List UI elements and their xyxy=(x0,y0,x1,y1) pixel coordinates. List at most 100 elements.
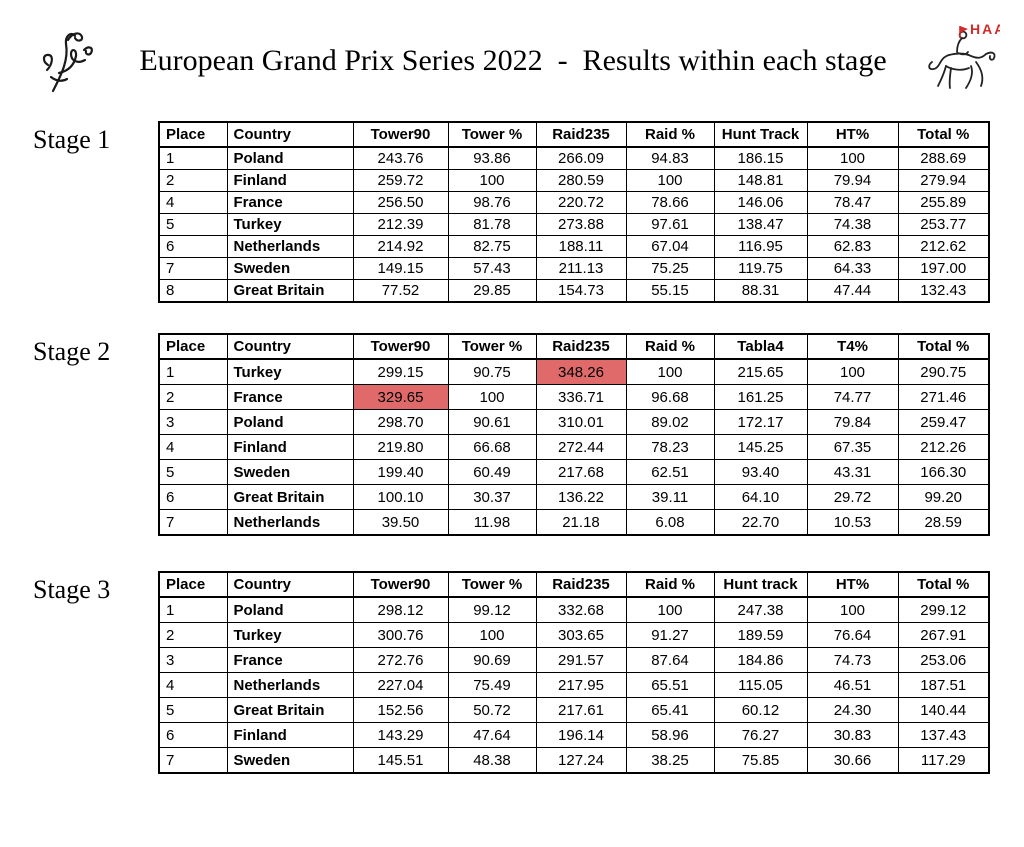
value-cell: 212.39 xyxy=(352,213,449,236)
value-cell: 211.13 xyxy=(535,257,627,280)
column-header-tower90: Tower90 xyxy=(352,121,449,148)
column-header-ht: HT% xyxy=(806,121,899,148)
value-cell: 30.37 xyxy=(447,484,537,510)
table-row: 7 Sweden 145.51 48.38 127.24 38.25 75.85 30.66 1… xyxy=(158,747,990,774)
value-cell: 115.05 xyxy=(713,672,808,698)
country-cell: France xyxy=(226,384,354,410)
place-cell: 7 xyxy=(158,257,228,280)
table-row: 1 Poland 298.12 99.12 332.68 100 247.38 100 299.… xyxy=(158,596,990,623)
value-cell: 64.33 xyxy=(806,257,899,280)
value-cell: 58.96 xyxy=(625,722,715,748)
haa-logo-text: HAA xyxy=(970,22,1000,37)
country-cell: Turkey xyxy=(226,213,354,236)
value-cell: 22.70 xyxy=(713,509,808,536)
value-cell: 47.44 xyxy=(806,279,899,303)
value-cell: 196.14 xyxy=(535,722,627,748)
table-row: 3 France 272.76 90.69 291.57 87.64 184.86 74.73… xyxy=(158,647,990,673)
column-header-raid: Raid % xyxy=(625,333,715,360)
stage-3-results-table: Place Country Tower90 Tower % Raid235 Raid % H… xyxy=(158,571,990,774)
value-cell: 290.75 xyxy=(897,358,990,385)
value-cell: 140.44 xyxy=(897,697,990,723)
value-cell: 74.73 xyxy=(806,647,899,673)
value-cell: 146.06 xyxy=(713,191,808,214)
country-cell: Great Britain xyxy=(226,484,354,510)
value-cell: 79.94 xyxy=(806,169,899,192)
value-cell: 74.38 xyxy=(806,213,899,236)
country-cell: Finland xyxy=(226,169,354,192)
value-cell: 81.78 xyxy=(447,213,537,236)
value-cell: 94.83 xyxy=(625,146,715,170)
value-cell: 214.92 xyxy=(352,235,449,258)
value-cell: 76.27 xyxy=(713,722,808,748)
value-cell: 43.31 xyxy=(806,459,899,485)
value-cell: 197.00 xyxy=(897,257,990,280)
value-cell: 138.47 xyxy=(713,213,808,236)
table-row: 4 France 256.50 98.76 220.72 78.66 146.06 78.47… xyxy=(158,191,990,214)
value-cell: 38.25 xyxy=(625,747,715,774)
place-cell: 2 xyxy=(158,384,228,410)
value-cell: 189.59 xyxy=(713,622,808,648)
value-cell: 76.64 xyxy=(806,622,899,648)
column-header-place: Place xyxy=(158,333,228,360)
value-cell: 100.10 xyxy=(352,484,449,510)
country-cell: Poland xyxy=(226,596,354,623)
value-cell: 266.09 xyxy=(535,146,627,170)
country-cell: Finland xyxy=(226,434,354,460)
country-cell: Turkey xyxy=(226,622,354,648)
table-row: 2 France 329.65 100 336.71 96.68 161.25 74.77 27… xyxy=(158,384,990,410)
value-cell: 212.26 xyxy=(897,434,990,460)
table-row: 7 Netherlands 39.50 11.98 21.18 6.08 22.70 10.5… xyxy=(158,509,990,536)
place-cell: 8 xyxy=(158,279,228,303)
value-cell: 280.59 xyxy=(535,169,627,192)
value-cell: 299.12 xyxy=(897,596,990,623)
value-cell: 65.41 xyxy=(625,697,715,723)
value-cell: 161.25 xyxy=(713,384,808,410)
value-cell: 29.72 xyxy=(806,484,899,510)
place-cell: 3 xyxy=(158,409,228,435)
column-header-raid: Raid % xyxy=(625,571,715,598)
value-cell: 243.76 xyxy=(352,146,449,170)
right-horse-logo: HAA xyxy=(924,21,1004,100)
value-cell: 100 xyxy=(625,169,715,192)
country-cell: Sweden xyxy=(226,747,354,774)
value-cell: 90.75 xyxy=(447,358,537,385)
value-cell: 272.44 xyxy=(535,434,627,460)
value-cell: 299.15 xyxy=(352,358,449,385)
value-cell: 137.43 xyxy=(897,722,990,748)
value-cell: 30.83 xyxy=(806,722,899,748)
country-cell: Poland xyxy=(226,409,354,435)
place-cell: 7 xyxy=(158,747,228,774)
country-cell: Sweden xyxy=(226,459,354,485)
value-cell: 60.49 xyxy=(447,459,537,485)
value-cell: 267.91 xyxy=(897,622,990,648)
column-header-hunt-track: Hunt track xyxy=(713,571,808,598)
value-cell: 217.68 xyxy=(535,459,627,485)
place-cell: 7 xyxy=(158,509,228,536)
column-header-total: Total % xyxy=(897,333,990,360)
header-row: Place Country Tower90 Tower % Raid235 Raid % H… xyxy=(158,571,990,598)
value-cell: 227.04 xyxy=(352,672,449,698)
value-cell: 149.15 xyxy=(352,257,449,280)
header-row: Place Country Tower90 Tower % Raid235 Raid % H… xyxy=(158,121,990,148)
value-cell: 116.95 xyxy=(713,235,808,258)
stage-1-results-table: Place Country Tower90 Tower % Raid235 Raid % H… xyxy=(158,121,990,303)
column-header-total: Total % xyxy=(897,121,990,148)
value-cell: 100 xyxy=(625,596,715,623)
value-cell: 74.77 xyxy=(806,384,899,410)
value-cell: 28.59 xyxy=(897,509,990,536)
value-cell: 219.80 xyxy=(352,434,449,460)
table-row: 5 Turkey 212.39 81.78 273.88 97.61 138.47 74.38… xyxy=(158,213,990,236)
value-cell: 119.75 xyxy=(713,257,808,280)
value-cell: 184.86 xyxy=(713,647,808,673)
column-header-total: Total % xyxy=(897,571,990,598)
column-header-t4: T4% xyxy=(806,333,899,360)
value-cell: 148.81 xyxy=(713,169,808,192)
table-row: 1 Poland 243.76 93.86 266.09 94.83 186.15 100 28… xyxy=(158,146,990,170)
country-cell: Great Britain xyxy=(226,697,354,723)
country-cell: Turkey xyxy=(226,358,354,385)
left-horse-logo xyxy=(38,25,102,97)
value-cell: 298.12 xyxy=(352,596,449,623)
value-cell: 55.15 xyxy=(625,279,715,303)
stage-3-label: Stage 3 xyxy=(33,575,111,604)
table-row: 5 Sweden 199.40 60.49 217.68 62.51 93.40 43.31 1… xyxy=(158,459,990,485)
